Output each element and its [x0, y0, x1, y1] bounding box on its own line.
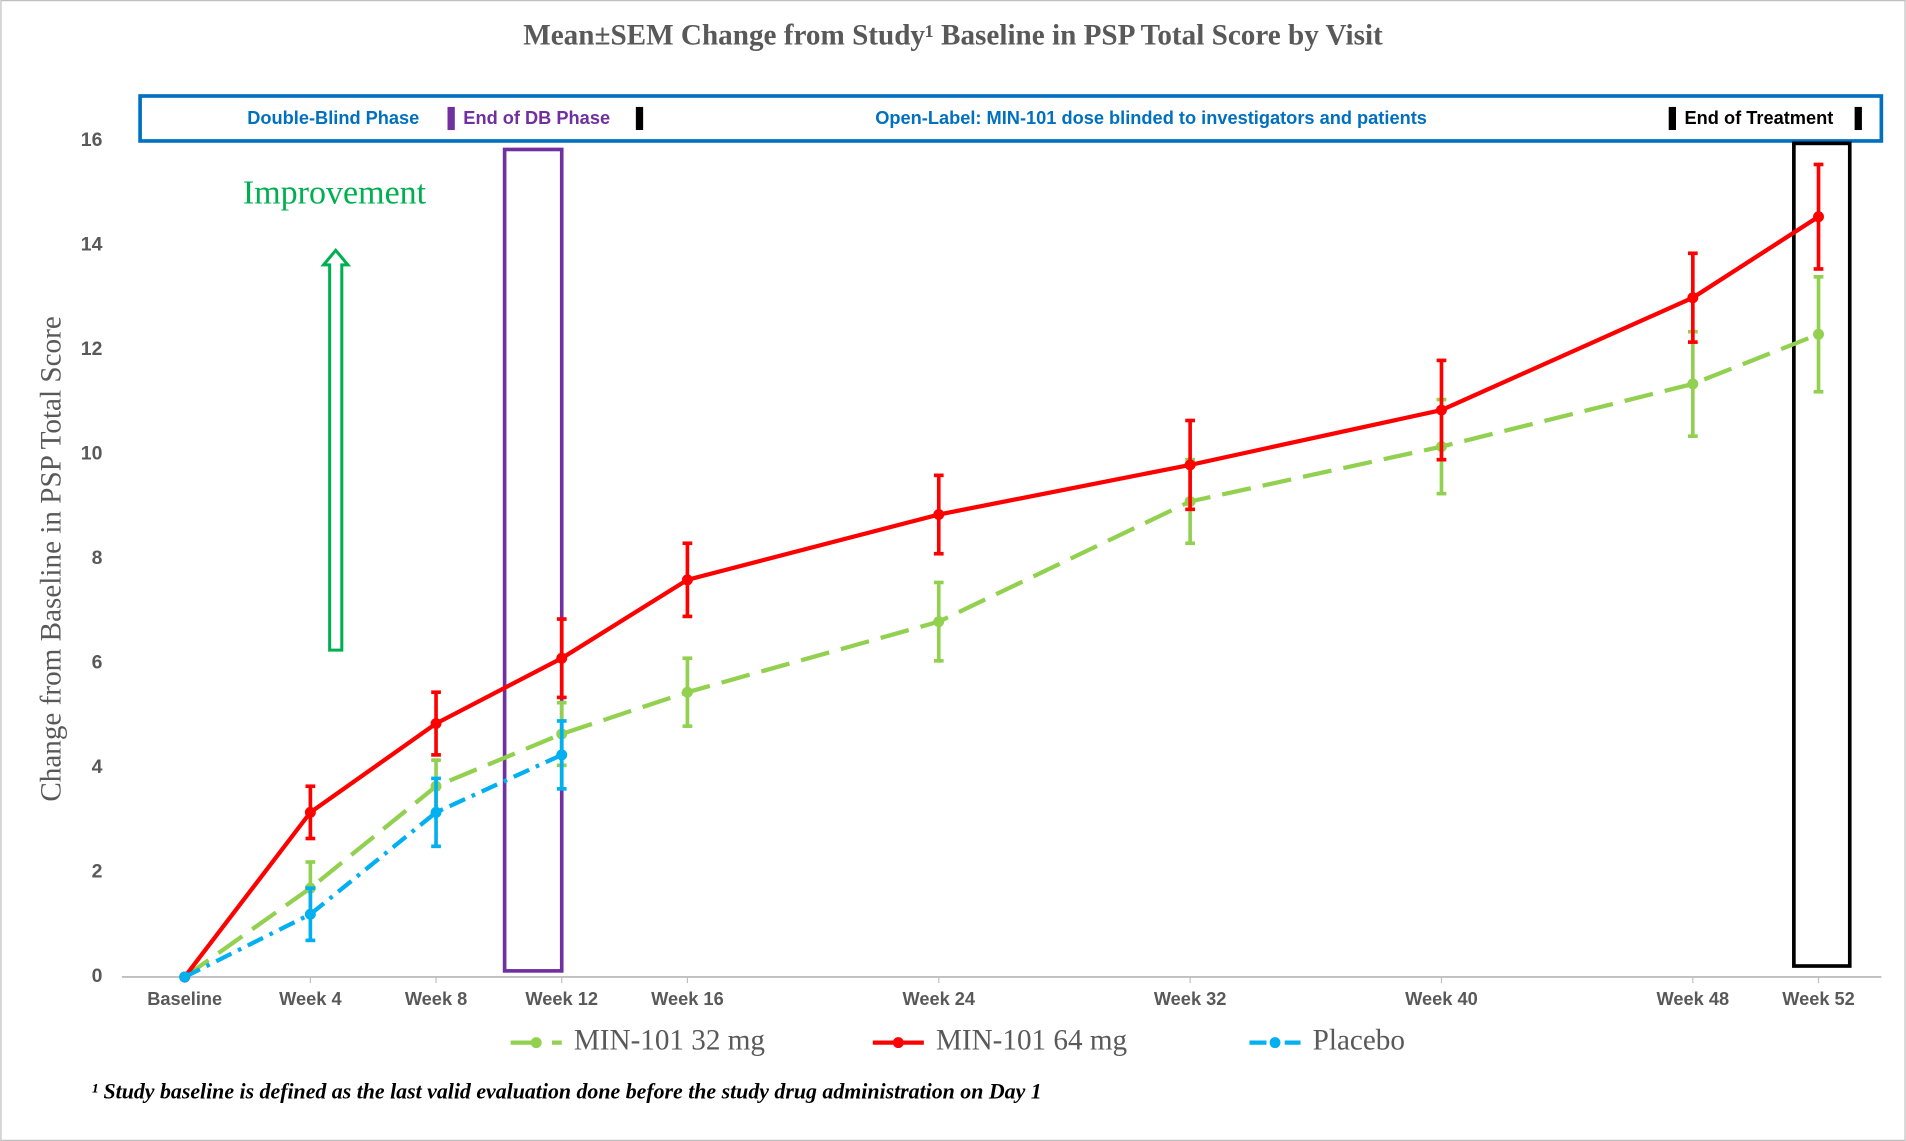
- y-tick-label: 6: [92, 652, 103, 674]
- point: [1687, 378, 1699, 390]
- x-tick-label: Week 4: [279, 989, 342, 1009]
- point: [556, 652, 568, 664]
- series-line: [183, 752, 563, 979]
- point: [933, 509, 945, 521]
- point: [1184, 459, 1196, 471]
- x-tick-label: Baseline: [147, 989, 222, 1009]
- point: [304, 806, 316, 818]
- y-tick-label: 10: [81, 443, 103, 465]
- phase-marker: [1668, 106, 1676, 131]
- point: [681, 574, 693, 586]
- phase-marker: [447, 106, 455, 131]
- y-tick-label: 8: [92, 547, 103, 569]
- point: [179, 971, 191, 983]
- phase-label: End of Treatment: [1685, 108, 1834, 128]
- x-tick-label: Week 24: [902, 989, 975, 1009]
- legend-marker: [1269, 1037, 1281, 1049]
- y-axis-label: Change from Baseline in PSP Total Score: [35, 316, 67, 801]
- legend-marker: [530, 1037, 542, 1049]
- y-tick-label: 12: [81, 338, 103, 360]
- phase-label: Double-Blind Phase: [247, 108, 419, 128]
- phase-label: End of DB Phase: [463, 108, 610, 128]
- x-tick-label: Week 52: [1782, 989, 1855, 1009]
- y-tick-label: 14: [81, 234, 103, 256]
- point: [1436, 404, 1447, 416]
- x-tick-label: Week 8: [405, 989, 467, 1009]
- series-line: [183, 332, 1820, 979]
- legend-label: Placebo: [1313, 1024, 1405, 1056]
- y-tick-label: 0: [92, 965, 103, 987]
- y-tick-label: 16: [81, 129, 103, 151]
- y-tick-label: 2: [92, 861, 103, 883]
- x-tick-label: Week 12: [525, 989, 598, 1009]
- phase-marker: [1854, 106, 1862, 131]
- legend-label: MIN-101 64 mg: [936, 1024, 1128, 1056]
- end-db-box: [502, 147, 564, 973]
- phase-marker: [635, 106, 644, 131]
- x-tick-label: Week 48: [1657, 989, 1730, 1009]
- improvement-arrow: [320, 247, 352, 652]
- x-tick-label: Week 32: [1154, 989, 1227, 1009]
- point: [304, 908, 316, 920]
- point: [933, 616, 945, 628]
- point: [430, 806, 442, 818]
- point: [556, 749, 568, 761]
- series-line: [183, 214, 1820, 979]
- annotation: Improvement: [243, 174, 427, 211]
- x-tick-label: Week 16: [651, 989, 724, 1009]
- point: [1687, 292, 1699, 304]
- phase-banner: [138, 94, 1884, 143]
- point: [1813, 328, 1824, 340]
- point: [1813, 211, 1824, 223]
- y-tick-label: 4: [92, 756, 103, 778]
- legend-marker: [892, 1037, 904, 1049]
- chart-title: Mean±SEM Change from Study¹ Baseline in …: [523, 19, 1383, 51]
- phase-label: Open-Label: MIN-101 dose blinded to inve…: [875, 108, 1427, 128]
- point: [681, 686, 693, 698]
- x-tick-label: Week 40: [1405, 989, 1478, 1009]
- end-treatment-box: [1792, 141, 1852, 968]
- point: [430, 718, 442, 730]
- footnote: ¹ Study baseline is defined as the last …: [91, 1080, 1041, 1104]
- legend-label: MIN-101 32 mg: [574, 1024, 766, 1056]
